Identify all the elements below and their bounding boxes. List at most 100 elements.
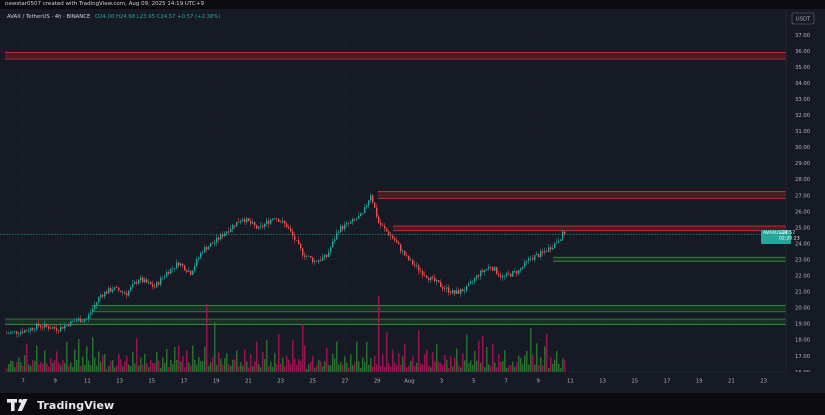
volume-bar xyxy=(428,365,430,372)
volume-bar xyxy=(472,364,474,372)
volume-bar xyxy=(222,364,224,372)
volume-bar xyxy=(48,366,50,372)
candle-body xyxy=(512,271,514,277)
volume-bar xyxy=(530,328,532,372)
time-tick-label: 19 xyxy=(213,379,220,385)
candle-body xyxy=(70,321,72,327)
volume-bar xyxy=(168,366,170,372)
volume-bar xyxy=(548,367,550,372)
price-tick-label: 24.00 xyxy=(795,241,811,247)
time-tick-label: 13 xyxy=(116,379,123,385)
candle-body xyxy=(168,272,170,274)
price-chart[interactable]: AVAX / TetherUS · 4h · BINANCE O24.00 H2… xyxy=(0,9,825,393)
price-tick-label: 30.00 xyxy=(795,145,811,151)
volume-bar xyxy=(392,349,394,372)
candle-body xyxy=(424,275,426,276)
volume-bar xyxy=(500,361,502,372)
candle-body xyxy=(92,308,94,313)
time-tick-label: 5 xyxy=(472,379,475,385)
price-axis-panel[interactable] xyxy=(786,9,825,393)
candle-body xyxy=(296,240,298,241)
time-tick-label: 25 xyxy=(309,379,316,385)
volume-bar xyxy=(350,354,352,372)
candle-body xyxy=(124,292,126,294)
volume-bar xyxy=(326,347,328,372)
candle-body xyxy=(380,222,382,226)
candle-body xyxy=(68,324,70,327)
candle-body xyxy=(268,220,270,224)
candle-body xyxy=(564,231,566,235)
candle-body xyxy=(476,275,478,279)
candle-body xyxy=(14,331,16,332)
volume-bar xyxy=(204,346,206,372)
volume-bar xyxy=(406,367,408,372)
volume-bar xyxy=(64,363,66,372)
candle-body xyxy=(420,270,422,272)
volume-bar xyxy=(412,356,414,372)
volume-bar xyxy=(344,356,346,372)
candle-body xyxy=(366,205,368,207)
volume-bar xyxy=(186,350,188,372)
candle-body xyxy=(352,219,354,222)
volume-bar xyxy=(80,366,82,372)
candle-body xyxy=(182,263,184,266)
candle-body xyxy=(202,252,204,254)
resistance-zone xyxy=(378,191,786,199)
volume-bar xyxy=(118,354,120,372)
candle-body xyxy=(116,287,118,288)
volume-bar xyxy=(524,355,526,372)
volume-bar xyxy=(200,361,202,372)
candle-body xyxy=(156,282,158,288)
volume-bar xyxy=(414,365,416,372)
candle-body xyxy=(198,257,200,260)
volume-bar xyxy=(502,361,504,372)
candle-body xyxy=(406,255,408,257)
currency-badge[interactable] xyxy=(791,12,815,25)
volume-bar xyxy=(254,361,256,372)
time-tick-label: 15 xyxy=(148,379,155,385)
candle-body xyxy=(232,225,234,230)
time-tick-label: 13 xyxy=(599,379,606,385)
price-tick-label: 31.00 xyxy=(795,129,811,135)
volume-bar xyxy=(450,356,452,372)
chart-settings-icon[interactable] xyxy=(806,375,819,388)
volume-bar xyxy=(396,365,398,372)
volume-bar xyxy=(68,365,70,372)
volume-bar xyxy=(98,351,100,372)
tradingview-logo-icon xyxy=(7,399,28,411)
volume-bar xyxy=(82,356,84,372)
volume-bar xyxy=(558,363,560,372)
tradingview-logo[interactable]: TradingView xyxy=(7,398,114,412)
candle-body xyxy=(234,225,236,227)
time-tick-label: 17 xyxy=(181,379,188,385)
volume-bar xyxy=(250,354,252,372)
volume-bar xyxy=(516,361,518,372)
volume-bar xyxy=(518,355,520,372)
volume-bar xyxy=(248,367,250,372)
support-zone xyxy=(553,257,786,262)
candle-body xyxy=(454,290,456,294)
time-tick-label: 15 xyxy=(631,379,638,385)
volume-bar xyxy=(184,366,186,372)
volume-bar xyxy=(514,367,516,372)
chart-caption: newstar0507 created with TradingView.com… xyxy=(5,1,204,7)
volume-bar xyxy=(436,344,438,372)
candlesticks[interactable] xyxy=(6,193,566,338)
price-tick-label: 33.00 xyxy=(795,97,811,103)
volume-bar xyxy=(562,358,564,372)
candle-body xyxy=(368,200,370,206)
candle-body xyxy=(396,240,398,243)
candle-body xyxy=(522,266,524,269)
time-axis-panel[interactable] xyxy=(0,372,825,393)
volume-bar xyxy=(100,362,102,372)
volume-bar xyxy=(134,363,136,372)
volume-bar xyxy=(398,353,400,372)
candle-body xyxy=(302,248,304,256)
legend-symbol-text: AVAX / TetherUS · 4h · BINANCE xyxy=(7,14,91,20)
volume-bar xyxy=(520,357,522,372)
volume-bar xyxy=(352,365,354,372)
volume-bar xyxy=(454,357,456,372)
volume-bar xyxy=(198,356,200,372)
candle-body xyxy=(106,291,108,294)
volume-bar xyxy=(38,364,40,372)
